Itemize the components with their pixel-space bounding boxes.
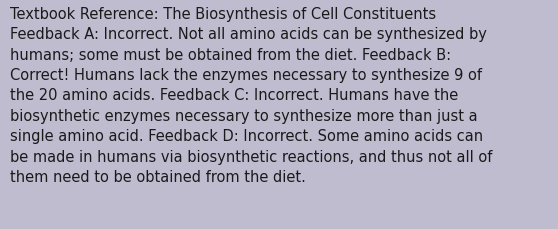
Text: Textbook Reference: The Biosynthesis of Cell Constituents
Feedback A: Incorrect.: Textbook Reference: The Biosynthesis of … [10,7,492,184]
